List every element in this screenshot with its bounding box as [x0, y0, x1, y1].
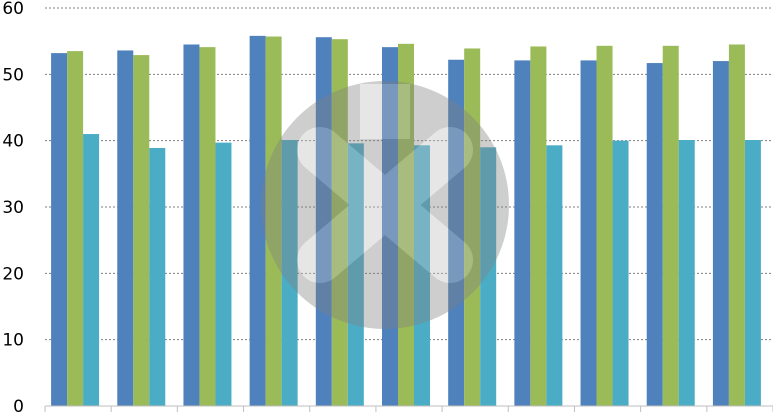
bar-series-1-group-6 — [382, 47, 398, 407]
bar-series-1-group-5 — [315, 37, 332, 406]
bar-series-3-group-5 — [347, 143, 364, 406]
bar-series-3-group-2 — [149, 147, 166, 407]
bar-series-3-group-10 — [678, 140, 695, 406]
bar-series-1-group-7 — [448, 59, 465, 407]
bars — [51, 35, 761, 407]
bar-series-3-group-8 — [546, 145, 563, 406]
bar-series-1-group-11 — [712, 61, 729, 407]
y-tick-labels: 0 10 20 30 40 50 60 — [2, 0, 24, 414]
bar-series-2-group-1 — [67, 51, 84, 406]
bar-series-3-group-7 — [480, 147, 497, 407]
bar-series-1-group-1 — [51, 53, 68, 407]
bar-series-1-group-9 — [580, 60, 597, 407]
bar-series-2-group-11 — [728, 44, 745, 406]
bar-series-2-group-2 — [133, 55, 150, 406]
y-tick-label: 40 — [2, 132, 24, 152]
bar-series-2-group-9 — [596, 45, 613, 407]
bar-series-3-group-11 — [744, 140, 761, 406]
y-tick-label: 0 — [13, 397, 24, 414]
bar-series-2-group-3 — [199, 47, 216, 407]
y-tick-label: 50 — [2, 65, 24, 85]
bar-series-3-group-4 — [281, 140, 298, 406]
y-tick-label: 60 — [2, 0, 24, 19]
bar-series-2-group-10 — [662, 45, 679, 407]
bar-series-1-group-4 — [249, 35, 266, 407]
bar-series-2-group-5 — [331, 39, 348, 406]
y-tick-label: 20 — [2, 264, 24, 284]
bar-series-2-group-8 — [530, 46, 547, 407]
bar-series-1-group-10 — [646, 63, 663, 406]
bar-series-1-group-8 — [514, 60, 531, 407]
bar-series-1-group-2 — [117, 50, 134, 406]
y-tick-label: 10 — [2, 331, 24, 351]
bar-series-3-group-6 — [414, 145, 430, 406]
bar-series-2-group-4 — [265, 36, 282, 406]
bar-series-2-group-6 — [398, 43, 414, 406]
bar-series-3-group-3 — [215, 142, 232, 406]
bar-series-3-group-1 — [83, 134, 100, 407]
bar-series-1-group-3 — [183, 44, 200, 406]
watermark-icon — [261, 81, 509, 329]
y-tick-label: 30 — [2, 198, 24, 218]
bar-series-3-group-9 — [612, 140, 629, 406]
bar-series-2-group-7 — [464, 48, 481, 407]
axes — [44, 405, 773, 412]
